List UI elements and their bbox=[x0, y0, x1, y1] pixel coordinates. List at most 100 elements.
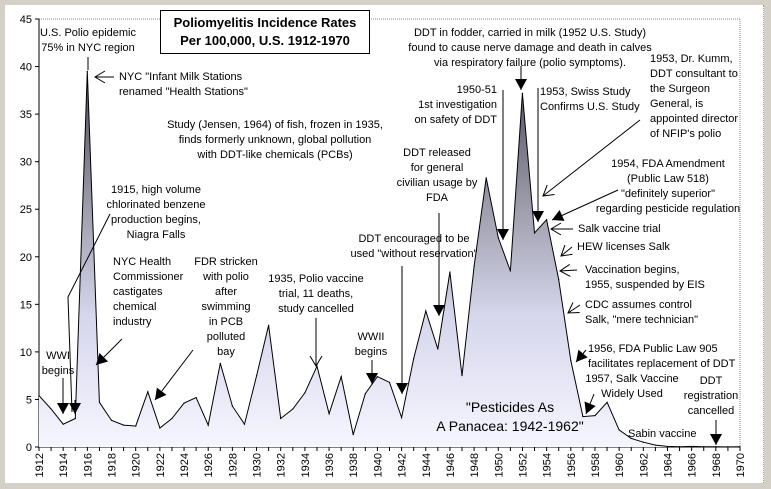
annotation-line: CDC assumes control bbox=[585, 299, 692, 311]
annotation-panacea: "Pesticides As A Panacea: 1942-1962" bbox=[436, 398, 583, 436]
data-point bbox=[62, 423, 64, 425]
annotation-line: 1st investigation bbox=[418, 99, 497, 111]
annotation-line: DDT consultant to bbox=[650, 68, 738, 80]
annotation-line: appointed director bbox=[650, 113, 739, 125]
data-point bbox=[461, 375, 463, 377]
annotation-line: Salk vaccine trial bbox=[578, 223, 661, 235]
x-tick-label: 1934 bbox=[300, 453, 312, 477]
annotation-ddt-released: DDT released for general civilian usage by… bbox=[397, 146, 478, 206]
annotation-line: WWI bbox=[46, 350, 70, 362]
data-point bbox=[243, 423, 246, 425]
data-point bbox=[485, 177, 487, 179]
data-point bbox=[147, 391, 149, 393]
data-point bbox=[449, 271, 451, 273]
annotation-line: 1950-51 bbox=[456, 84, 497, 96]
y-tick-label: 0 bbox=[26, 442, 32, 454]
chart-title-line-1: Poliomyelitis Incidence Rates bbox=[173, 15, 357, 30]
annotation-line: via respiratory failure (polio symptoms)… bbox=[434, 57, 626, 69]
annotation-line: 1957, Salk Vaccine bbox=[585, 373, 679, 385]
annotation-swiss: 1953, Swiss Study Confirms U.S. Study bbox=[540, 85, 640, 115]
data-point bbox=[388, 381, 391, 383]
arrowhead-icon bbox=[542, 184, 555, 197]
data-point bbox=[74, 417, 76, 420]
annotation-investigation: 1950-51 1st investigation on safety of DDT bbox=[414, 83, 497, 128]
annotation-line: finds formerly unknown, global pollution bbox=[178, 134, 372, 146]
data-point bbox=[268, 324, 270, 326]
x-tick-label: 1944 bbox=[421, 453, 433, 477]
annotation-line: Vaccination begins, bbox=[585, 264, 680, 276]
x-tick-label: 1950 bbox=[493, 453, 505, 477]
annotation-health-comm: NYC Health Commissioner castigates chemical… bbox=[113, 255, 183, 330]
arrowhead-icon bbox=[584, 401, 596, 414]
data-point bbox=[159, 427, 161, 429]
x-tick-label: 1966 bbox=[687, 453, 699, 477]
annotation-milk: NYC "Infant Milk Stations renamed "Health… bbox=[119, 70, 248, 100]
y-tick-label: 40 bbox=[20, 62, 32, 74]
annotation-line: bay bbox=[217, 346, 235, 358]
annotation-line: facilitates replacement of DDT bbox=[588, 358, 736, 370]
annotation-line: in PCB bbox=[208, 316, 244, 328]
x-tick-label: 1914 bbox=[58, 453, 70, 477]
annotation-line: found to cause nerve damage and death in… bbox=[408, 42, 652, 54]
annotation-benzene: 1915, high volume chlorinated benzene prod… bbox=[106, 183, 205, 243]
arrowhead-icon bbox=[366, 373, 378, 384]
arrowhead-icon bbox=[515, 79, 527, 90]
hew-arrow bbox=[560, 246, 573, 257]
arrowhead-icon bbox=[155, 387, 167, 400]
x-tick-label: 1912 bbox=[34, 453, 46, 477]
y-tick-label: 35 bbox=[20, 109, 32, 121]
data-point bbox=[618, 429, 620, 431]
chart-title: Poliomyelitis Incidence Rates Per 100,00… bbox=[160, 10, 370, 54]
arrowhead-icon bbox=[96, 352, 109, 365]
annotation-line: cancelled bbox=[687, 405, 735, 417]
annotation-line: for general bbox=[410, 162, 464, 174]
data-point bbox=[727, 446, 729, 448]
x-tick-label: 1948 bbox=[469, 453, 481, 477]
annotation-line: General, is bbox=[650, 98, 704, 110]
x-tick-label: 1936 bbox=[324, 453, 336, 477]
data-point bbox=[50, 408, 52, 410]
annotation-fda1954: 1954, FDA Amendment (Public Law 518) "defi… bbox=[596, 157, 740, 217]
data-point bbox=[691, 445, 693, 448]
annotation-line: production begins, bbox=[111, 214, 201, 226]
annotation-line: with polio bbox=[203, 271, 249, 283]
annotation-line: HEW licenses Salk bbox=[577, 241, 670, 253]
x-tick-label: 1970 bbox=[735, 453, 747, 477]
annotation-line: after bbox=[214, 286, 237, 298]
x-tick-label: 1932 bbox=[276, 453, 288, 477]
data-point bbox=[546, 219, 548, 221]
data-point bbox=[521, 92, 524, 94]
data-point bbox=[171, 417, 173, 420]
annotation-line: A Panacea: 1942-1962" bbox=[436, 418, 584, 434]
arrowhead-icon bbox=[497, 229, 509, 240]
annotation-line: FDR stricken bbox=[194, 256, 258, 268]
y-tick-label: 25 bbox=[20, 204, 32, 216]
annotation-fodder: DDT in fodder, carried in milk (1952 U.S… bbox=[408, 26, 651, 71]
data-point bbox=[558, 279, 560, 281]
x-tick-label: 1954 bbox=[542, 453, 554, 477]
annotation-line: 1953, Dr. Kumm, bbox=[650, 53, 733, 65]
annotation-line: on safety of DDT bbox=[414, 114, 497, 126]
annotation-line: DDT bbox=[699, 375, 723, 387]
annotation-line: used "without reservation" bbox=[350, 248, 478, 260]
annotation-line: U.S. Polio epidemic bbox=[40, 27, 136, 39]
data-point bbox=[231, 405, 233, 407]
annotation-line: WWII bbox=[357, 331, 385, 343]
annotation-line: regarding pesticide regulation bbox=[595, 203, 741, 215]
arrowhead-icon bbox=[552, 209, 565, 221]
arrowhead-icon bbox=[710, 434, 722, 445]
data-point bbox=[38, 395, 40, 397]
y-tick-label: 5 bbox=[26, 394, 32, 406]
annotation-line: Study (Jensen, 1964) of fish, frozen in … bbox=[167, 119, 383, 131]
annotation-line: 1954, FDA Amendment bbox=[611, 158, 725, 170]
annotation-salk-trial: Salk vaccine trial bbox=[578, 222, 661, 237]
data-point bbox=[340, 376, 342, 378]
annotation-line: 1955, suspended by EIS bbox=[585, 279, 705, 291]
x-tick-label: 1968 bbox=[711, 453, 723, 477]
data-point bbox=[328, 413, 330, 415]
annotation-line: Niagra Falls bbox=[126, 229, 186, 241]
annotation-fdr: FDR stricken with polio after swimming in PC… bbox=[194, 255, 258, 360]
data-point bbox=[715, 446, 717, 448]
annotation-ddt-cancelled: DDT registration cancelled bbox=[684, 374, 738, 419]
